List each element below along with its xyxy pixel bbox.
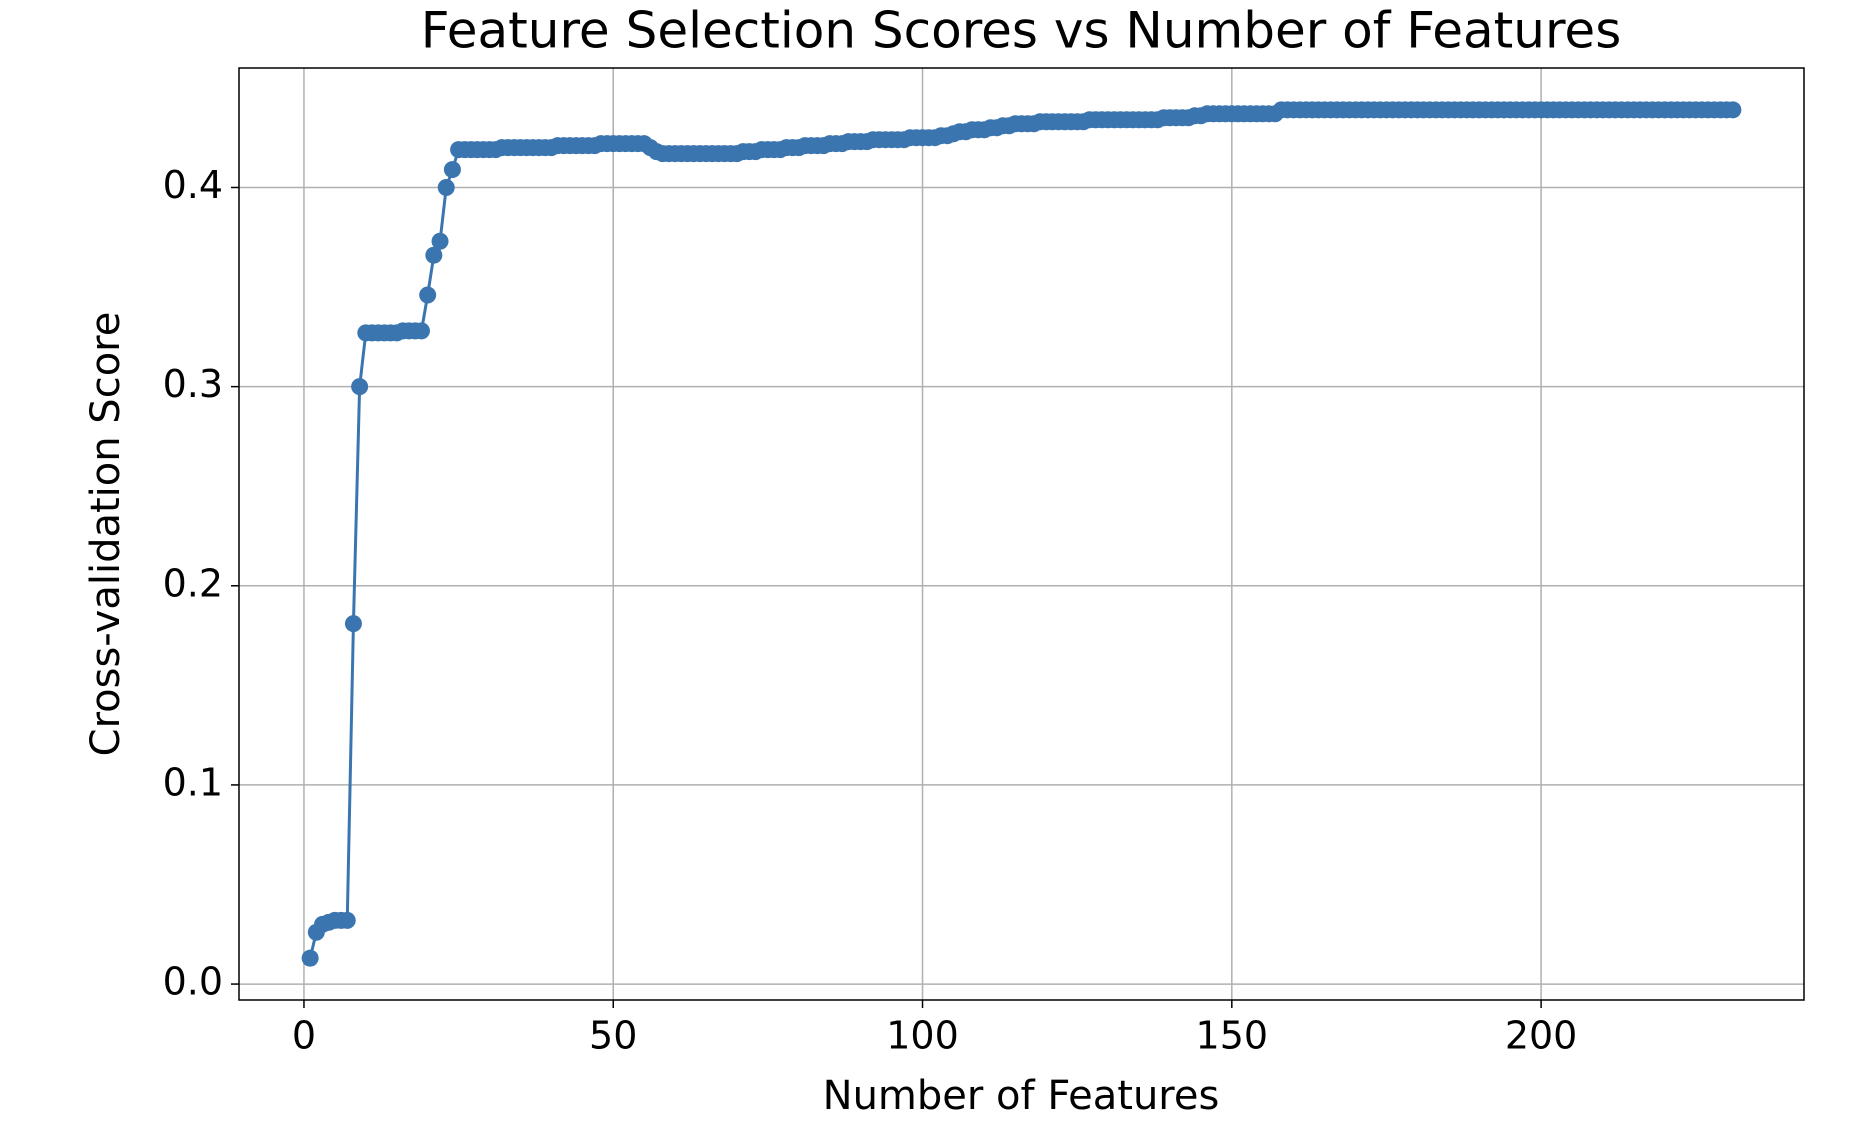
y-tick-label: 0.0 [163, 960, 223, 1004]
data-point [443, 161, 461, 179]
data-point [412, 322, 430, 340]
data-point [344, 615, 362, 633]
x-tick-label: 200 [1505, 1014, 1578, 1058]
x-tick-label: 0 [292, 1014, 316, 1058]
y-axis-label: Cross-validation Score [83, 312, 129, 757]
x-tick-label: 50 [589, 1014, 637, 1058]
data-point [1724, 101, 1742, 119]
y-tick-label: 0.2 [163, 561, 223, 605]
data-line [308, 108, 1733, 959]
data-point [419, 286, 437, 304]
y-tick-label: 0.4 [163, 163, 223, 207]
chart-title: Feature Selection Scores vs Number of Fe… [421, 2, 1622, 60]
data-point [351, 378, 369, 396]
x-tick-label: 100 [886, 1014, 959, 1058]
data-point [425, 246, 443, 264]
plot-frame [238, 67, 1805, 1001]
data-point [437, 178, 455, 196]
data-point [431, 232, 449, 250]
data-point [338, 911, 356, 929]
x-axis-label: Number of Features [823, 1073, 1220, 1119]
x-tick-label: 150 [1196, 1014, 1269, 1058]
data-point [301, 949, 319, 967]
y-tick-label: 0.1 [163, 760, 223, 804]
y-tick-label: 0.3 [163, 362, 223, 406]
